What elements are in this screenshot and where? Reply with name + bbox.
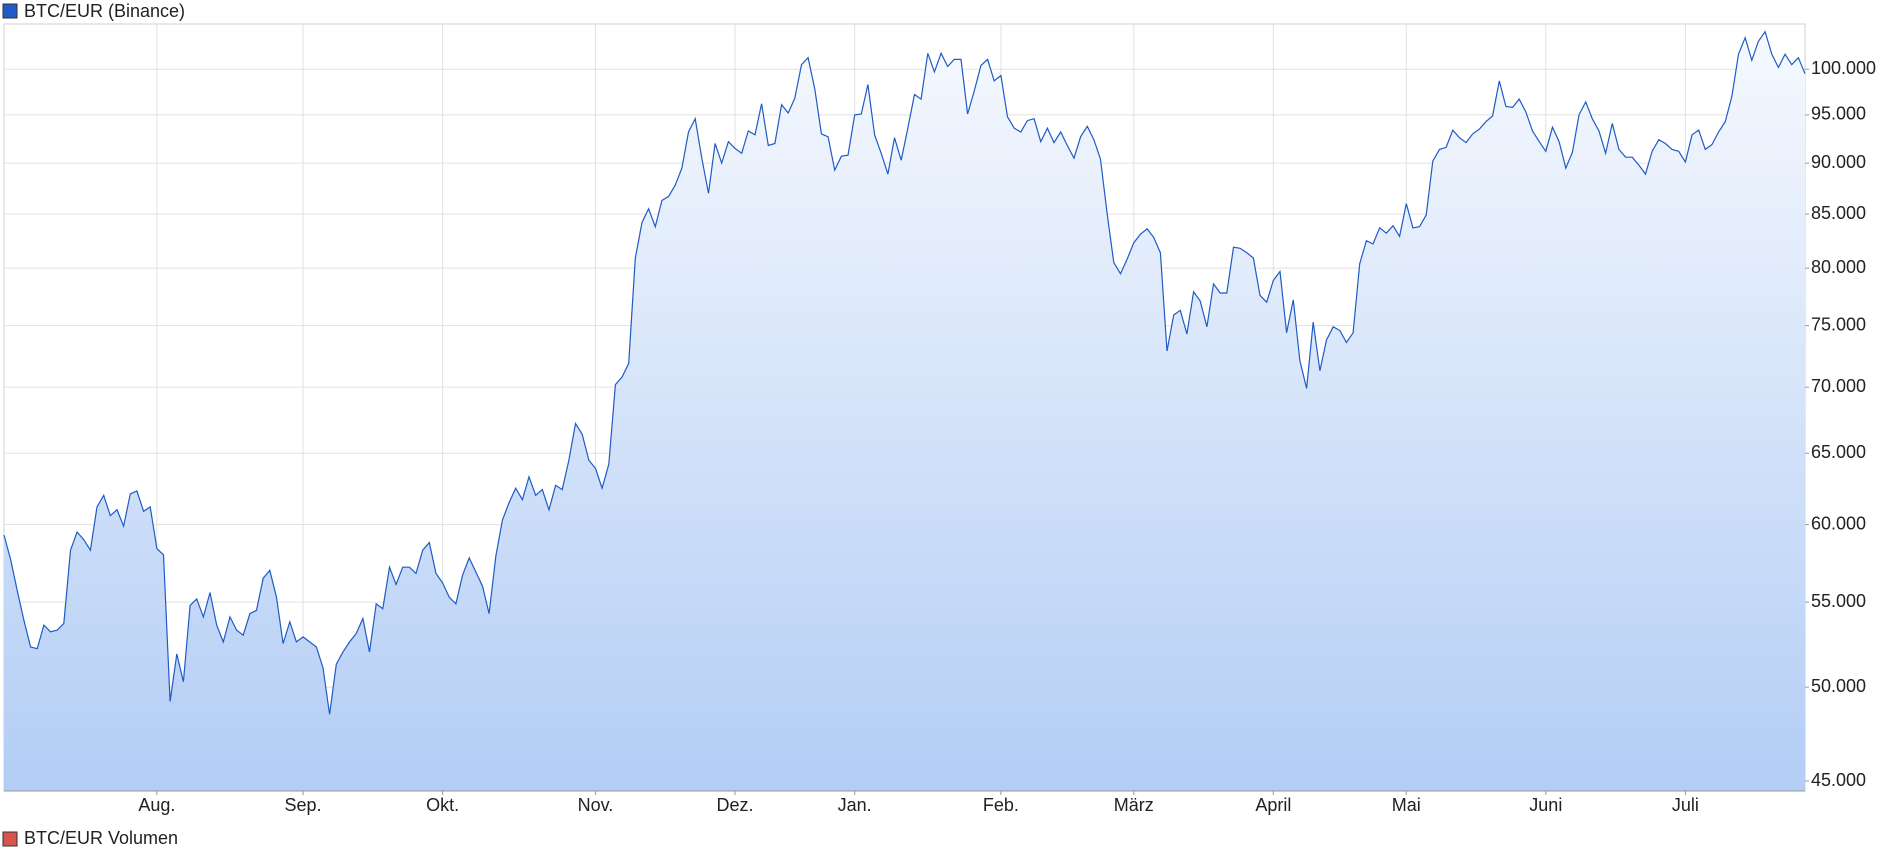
x-tick-label: Jan. [838,795,872,815]
y-tick-label: 85.000 [1811,203,1866,223]
x-tick-label: Juni [1529,795,1562,815]
y-tick-label: 80.000 [1811,257,1866,277]
x-tick-label: Mai [1392,795,1421,815]
x-tick-label: Sep. [285,795,322,815]
legend-label: BTC/EUR (Binance) [24,1,185,21]
y-tick-label: 90.000 [1811,152,1866,172]
x-tick-label: März [1114,795,1154,815]
x-tick-label: Aug. [138,795,175,815]
x-tick-label: April [1255,795,1291,815]
legend-swatch [2,3,18,19]
volume-label: BTC/EUR Volumen [24,828,178,848]
price-line [3,30,1806,715]
y-tick-label: 65.000 [1811,442,1866,462]
x-tick-label: Dez. [717,795,754,815]
y-tick-label: 70.000 [1811,376,1866,396]
y-tick-label: 45.000 [1811,770,1866,790]
volume-swatch [2,831,18,847]
y-tick-label: 60.000 [1811,513,1866,533]
y-tick-label: 50.000 [1811,676,1866,696]
y-tick-label: 100.000 [1811,58,1876,78]
x-tick-label: Juli [1672,795,1699,815]
x-tick-label: Okt. [426,795,459,815]
area-fill [4,31,1805,791]
x-tick-label: Feb. [983,795,1019,815]
y-tick-label: 75.000 [1811,314,1866,334]
y-tick-label: 95.000 [1811,104,1866,124]
y-tick-label: 55.000 [1811,591,1866,611]
x-tick-label: Nov. [578,795,614,815]
